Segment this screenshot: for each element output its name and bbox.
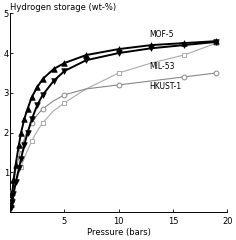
Text: Hydrogen storage (wt-%): Hydrogen storage (wt-%) (10, 3, 116, 12)
Point (19, 131, 23, 135)
Point (84, 58, 88, 62)
Text: MOF-5: MOF-5 (149, 30, 174, 39)
Point (117, 51, 121, 55)
Text: HKUST-1: HKUST-1 (149, 82, 181, 91)
Point (22, 117, 26, 121)
Point (14, 162, 17, 166)
Point (12, 192, 15, 196)
Point (117, 71, 121, 75)
Point (215, 40, 218, 44)
Point (19, 157, 23, 161)
Point (52, 67, 55, 71)
Point (30, 117, 34, 121)
Point (63, 93, 66, 97)
Point (35, 85, 39, 89)
Point (19, 165, 23, 168)
Point (11, 198, 14, 202)
Text: MIL-53: MIL-53 (149, 62, 175, 71)
Point (63, 101, 66, 105)
Point (182, 43, 186, 47)
Point (22, 143, 26, 147)
Point (9, 206, 13, 210)
X-axis label: Pressure (bars): Pressure (bars) (87, 228, 151, 237)
Point (19, 147, 23, 150)
Point (182, 53, 186, 57)
Point (9, 202, 13, 206)
Point (17, 167, 21, 170)
Point (41, 93, 45, 97)
Point (215, 41, 218, 45)
Point (41, 77, 45, 81)
Point (63, 61, 66, 65)
Point (35, 103, 39, 107)
Point (11, 191, 14, 194)
Point (52, 79, 55, 83)
Point (12, 179, 15, 182)
Point (11, 200, 14, 204)
Point (215, 71, 218, 75)
Point (41, 121, 45, 125)
Point (117, 47, 121, 51)
Point (41, 107, 45, 111)
Point (182, 41, 186, 45)
Point (30, 139, 34, 143)
Point (26, 131, 30, 135)
Point (11, 191, 14, 194)
Point (84, 53, 88, 57)
Point (26, 107, 30, 111)
Point (14, 180, 17, 184)
Point (182, 75, 186, 79)
Point (149, 43, 153, 47)
Point (30, 95, 34, 99)
Point (30, 121, 34, 125)
Point (149, 46, 153, 50)
Point (117, 83, 121, 87)
Point (63, 69, 66, 73)
Point (215, 39, 218, 43)
Point (17, 143, 21, 147)
